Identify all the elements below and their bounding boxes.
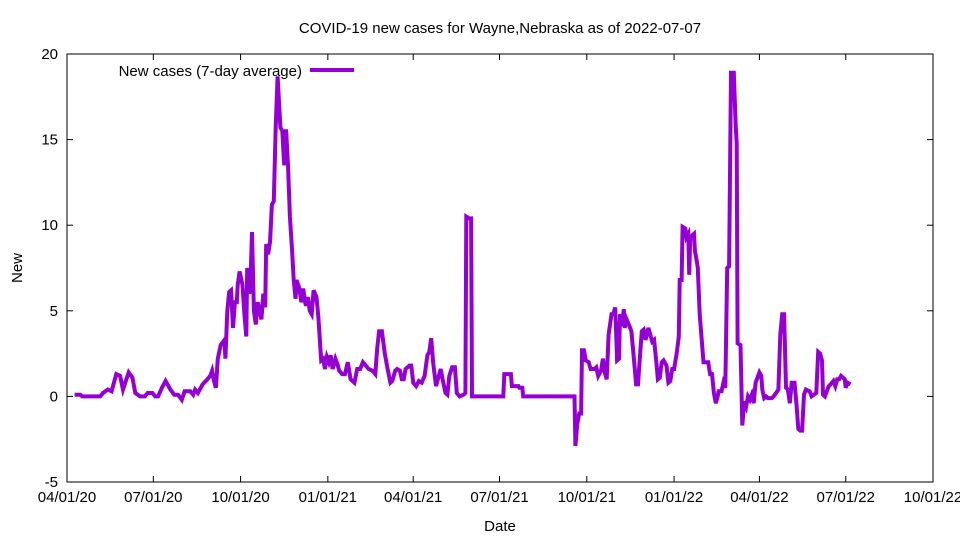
x-tick-label: 04/01/20 [38, 489, 96, 506]
x-tick-label: 07/01/21 [470, 489, 528, 506]
x-tick-label: 10/01/22 [904, 489, 960, 506]
y-tick-label: 5 [50, 303, 58, 320]
y-tick-label: 20 [41, 46, 58, 63]
legend: New cases (7-day average) [119, 63, 354, 80]
x-tick-label: 07/01/22 [817, 489, 875, 506]
axis-ticks: 04/01/20 07/01/20 10/01/20 01/01/21 04/01/21… [38, 46, 960, 506]
x-tick-label: 07/01/20 [124, 489, 182, 506]
chart-title: COVID-19 new cases for Wayne,Nebraska as… [299, 20, 701, 37]
plot-series [74, 70, 852, 447]
y-tick-label: 15 [41, 132, 58, 149]
legend-label: New cases (7-day average) [119, 63, 302, 80]
x-tick-label: 04/01/22 [730, 489, 788, 506]
x-tick-label: 04/01/21 [384, 489, 442, 506]
y-axis-label: New [9, 253, 26, 283]
x-tick-label: 01/01/22 [645, 489, 703, 506]
plot-frame [66, 53, 934, 483]
x-tick-label: 10/01/20 [211, 489, 269, 506]
y-tick-label: -5 [45, 474, 58, 491]
x-tick-label: 01/01/21 [299, 489, 357, 506]
y-tick-label: 0 [50, 388, 58, 405]
y-tick-label: 10 [41, 217, 58, 234]
x-axis-label: Date [484, 518, 516, 535]
x-tick-label: 10/01/21 [558, 489, 616, 506]
series-line-new-cases [74, 70, 852, 447]
